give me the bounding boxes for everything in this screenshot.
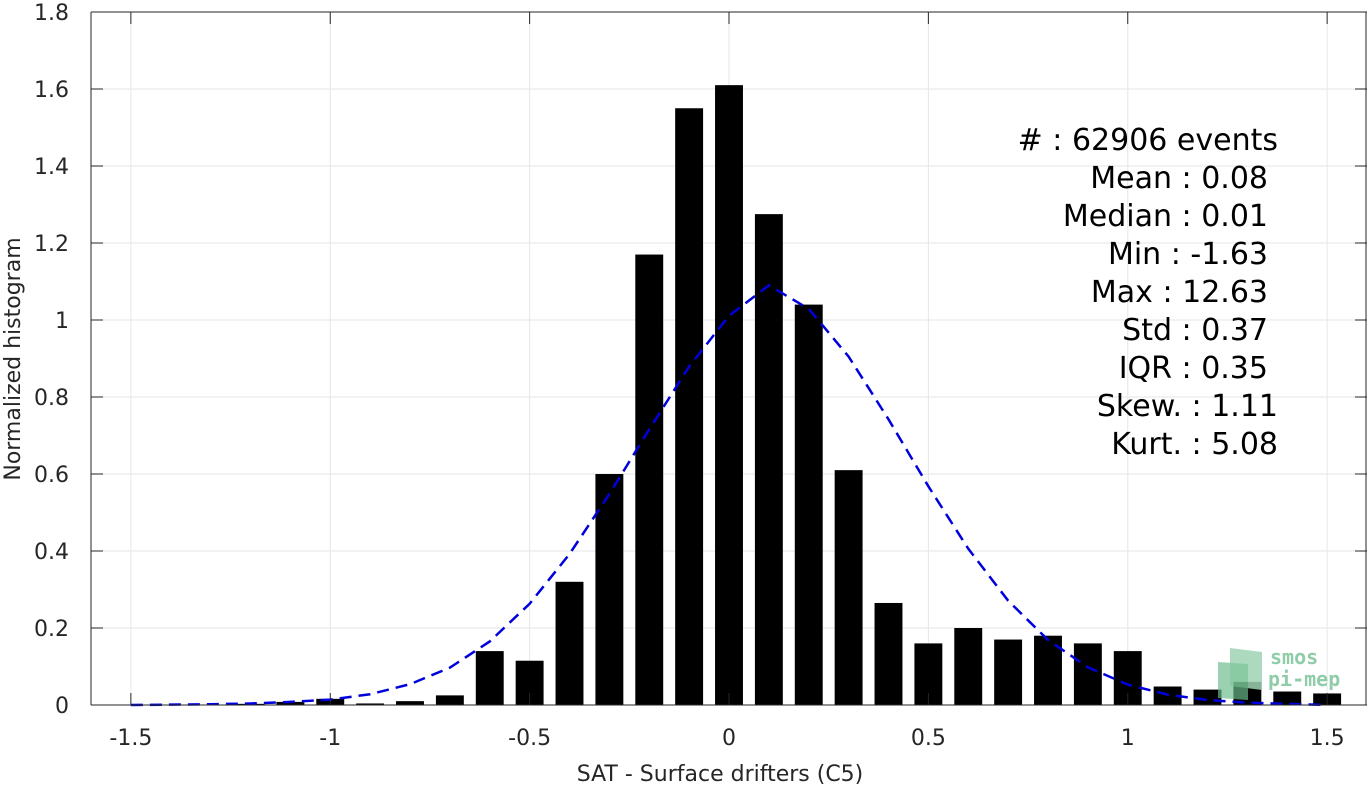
logo-text-line1: smos <box>1270 645 1318 669</box>
histogram-bar <box>675 108 704 705</box>
x-tick-label: 1.5 <box>1310 726 1345 751</box>
stat-line: Kurt. : 5.08 <box>1111 427 1278 462</box>
histogram-bar <box>754 214 783 705</box>
histogram-bar <box>555 581 584 705</box>
histogram-bar <box>874 602 903 705</box>
x-tick-label: 1 <box>1121 726 1135 751</box>
stat-line: Mean : 0.08 <box>1090 161 1268 196</box>
y-tick-label: 0.8 <box>34 386 69 411</box>
smos-pimep-logo: smos pi-mep <box>1218 645 1340 700</box>
histogram-bar <box>276 701 305 705</box>
x-tick-labels: -1.5 -1 -0.5 0 0.5 1 1.5 <box>109 726 1344 751</box>
histogram-bar <box>715 85 743 705</box>
histogram-bar <box>1193 689 1222 705</box>
histogram-bar <box>834 470 863 705</box>
y-tick-label: 0.6 <box>34 463 69 488</box>
logo-shape <box>1218 662 1248 700</box>
stat-line: Min : -1.63 <box>1108 237 1268 272</box>
x-axis-label: SAT - Surface drifters (C5) <box>577 762 864 785</box>
x-tick-label: -1 <box>319 726 341 751</box>
y-tick-label: 0.4 <box>34 540 69 565</box>
y-tick-label: 0.2 <box>34 617 69 642</box>
histogram-bar <box>1273 691 1302 705</box>
histogram-bar <box>1073 643 1102 705</box>
stat-line: Skew. : 1.11 <box>1097 389 1278 424</box>
x-tick-label: 0 <box>722 726 736 751</box>
axes <box>90 11 1367 706</box>
stat-line: IQR : 0.35 <box>1119 351 1268 386</box>
histogram-bar <box>396 701 424 705</box>
stat-line: Std : 0.37 <box>1122 313 1268 348</box>
y-tick-label: 0 <box>55 694 69 719</box>
x-tick-label: -1.5 <box>109 726 152 751</box>
histogram-bar <box>356 703 385 705</box>
y-tick-label: 1.6 <box>34 78 69 103</box>
y-tick-label: 1.4 <box>34 155 69 180</box>
logo-text-line2: pi-mep <box>1268 667 1340 691</box>
histogram-bar <box>794 304 823 705</box>
histogram-bar <box>954 628 983 705</box>
histogram-bar <box>635 254 664 706</box>
histogram-bar <box>595 474 624 705</box>
y-axis-label: Normalized histogram <box>1 237 26 480</box>
x-tick-label: 0.5 <box>911 726 946 751</box>
y-tick-label: 1.8 <box>34 1 69 26</box>
histogram-bar <box>994 639 1023 705</box>
stat-line: Median : 0.01 <box>1063 199 1268 234</box>
y-tick-labels: 0 0.2 0.4 0.6 0.8 1 1.2 1.4 1.6 1.8 <box>34 1 69 719</box>
histogram-bar <box>475 651 504 705</box>
y-tick-label: 1.2 <box>34 232 69 257</box>
stat-line: # : 62906 events <box>1018 123 1278 158</box>
x-tick-label: -0.5 <box>508 726 551 751</box>
histogram-bar <box>435 695 464 705</box>
y-tick-label: 1 <box>55 309 69 334</box>
stat-line: Max : 12.63 <box>1091 275 1268 310</box>
